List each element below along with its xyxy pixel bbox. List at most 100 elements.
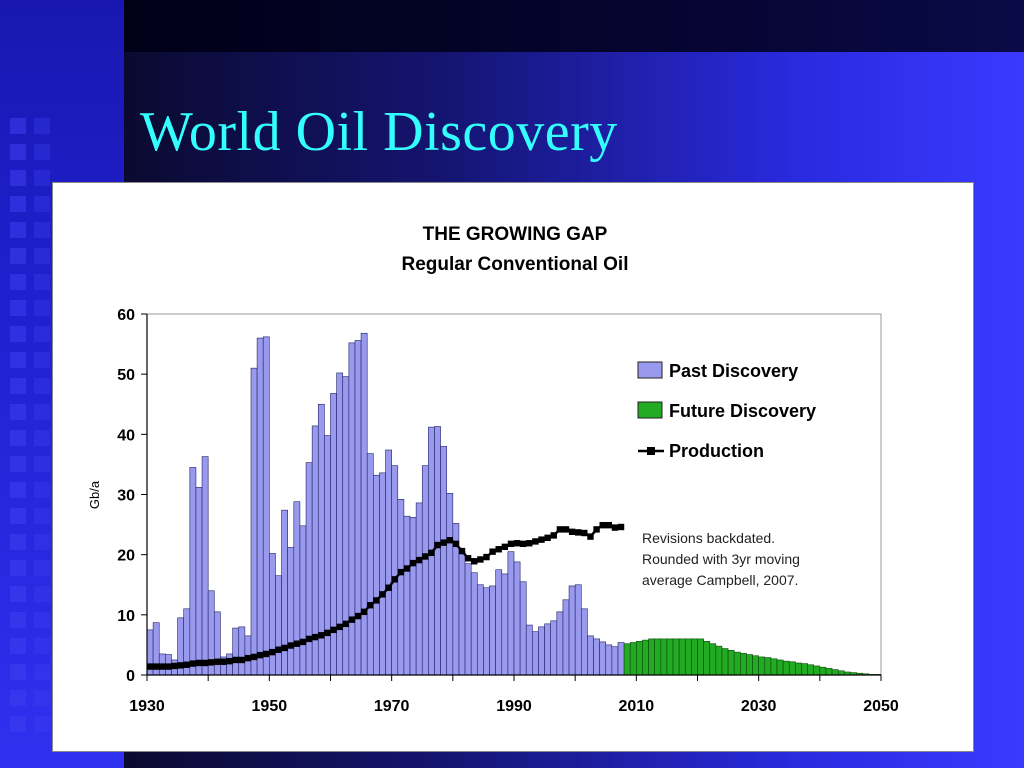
y-tick-label: 60 — [117, 307, 135, 324]
past-discovery-bar — [385, 449, 392, 676]
production-point — [391, 576, 398, 583]
production-point — [575, 529, 582, 536]
chart-subtitle: Regular Conventional Oil — [402, 254, 629, 275]
future-discovery-bar — [642, 639, 649, 676]
y-axis-label: Gb/a — [87, 480, 102, 509]
production-point — [519, 540, 527, 548]
decorative-squares-right — [34, 118, 52, 742]
production-point — [183, 661, 190, 668]
production-point — [593, 526, 600, 533]
chart-annotation: Revisions backdated. Rounded with 3yr mov… — [642, 530, 800, 588]
x-tick-label: 2030 — [741, 698, 777, 715]
past-discovery-bar — [299, 525, 307, 676]
past-discovery-bar — [434, 426, 441, 676]
production-point — [232, 656, 239, 664]
legend-swatch-future — [637, 401, 663, 419]
production-point — [452, 540, 460, 548]
production-point — [281, 644, 288, 652]
x-tick-label: 1990 — [496, 698, 532, 715]
y-tick-label: 50 — [117, 367, 135, 384]
past-discovery-bar — [379, 472, 386, 676]
future-discovery-bar — [752, 655, 759, 676]
production-point — [440, 539, 447, 546]
production-point — [513, 540, 521, 547]
past-discovery-bar — [287, 547, 295, 676]
future-discovery-bar — [837, 670, 845, 676]
production-point — [238, 656, 246, 664]
future-discovery-bar — [776, 659, 784, 676]
production-point — [587, 533, 594, 540]
production-point — [299, 638, 307, 646]
production-point — [293, 640, 301, 647]
production-point — [318, 632, 325, 639]
production-point — [434, 541, 441, 549]
production-point — [544, 534, 551, 542]
future-discovery-bar — [721, 648, 729, 676]
past-discovery-bar — [470, 572, 478, 676]
future-discovery-bar — [654, 638, 662, 676]
past-discovery-bar — [458, 551, 466, 676]
y-tick-label: 40 — [117, 427, 135, 444]
past-discovery-bar — [421, 465, 429, 676]
past-discovery-bar — [348, 342, 356, 676]
production-point — [568, 528, 576, 536]
x-tick-label: 1930 — [129, 698, 165, 715]
production-point — [495, 546, 502, 553]
past-discovery-bar — [189, 467, 197, 676]
past-discovery-bar — [513, 561, 521, 676]
production-point — [379, 591, 386, 598]
past-discovery-bar — [538, 626, 545, 676]
production-point — [287, 642, 294, 649]
production-point — [581, 529, 588, 537]
production-point — [526, 540, 533, 547]
past-discovery-bar — [562, 599, 570, 676]
annotation-line: average Campbell, 2007. — [642, 572, 798, 588]
production-point — [330, 626, 337, 634]
production-point — [201, 659, 209, 667]
past-discovery-bar — [550, 620, 558, 676]
production-point — [360, 608, 368, 616]
production-point — [159, 663, 166, 670]
past-discovery-bar — [360, 332, 368, 676]
past-discovery-bar — [519, 581, 527, 676]
past-discovery-bar — [293, 501, 301, 676]
future-discovery-bar — [782, 660, 790, 676]
production-point — [373, 597, 380, 604]
x-tick-label: 2050 — [863, 698, 899, 715]
chart-legend: Past Discovery Future Discovery Production — [637, 361, 816, 461]
production-point — [312, 633, 319, 641]
production-point — [305, 635, 313, 643]
future-discovery-bar — [788, 661, 796, 676]
production-point — [348, 616, 356, 623]
y-tick-label: 30 — [117, 488, 135, 505]
production-line — [146, 521, 625, 670]
production-point — [189, 660, 197, 667]
future-discovery-bar — [703, 641, 711, 676]
future-discovery-bar — [801, 663, 808, 676]
production-point — [220, 658, 227, 665]
production-point — [177, 662, 184, 669]
production-point — [354, 612, 362, 620]
past-discovery-bar — [580, 608, 588, 676]
production-point — [538, 536, 545, 543]
legend-swatch-past — [637, 361, 663, 379]
production-point — [165, 663, 172, 670]
past-discovery-bar — [250, 367, 258, 676]
past-discovery-bar — [605, 644, 613, 676]
past-discovery-bar — [495, 569, 503, 676]
legend-label: Future Discovery — [669, 401, 816, 421]
legend-label: Production — [669, 441, 764, 461]
future-discovery-bar — [715, 645, 723, 676]
past-discovery-bar — [391, 465, 399, 676]
past-discovery-bar — [593, 638, 600, 676]
past-discovery-bar — [532, 631, 539, 676]
past-discovery-bar — [366, 453, 374, 676]
production-point — [367, 602, 374, 609]
production-point — [226, 657, 233, 665]
future-discovery-bar — [672, 638, 680, 676]
past-discovery-bar — [415, 502, 423, 676]
y-tick-label: 10 — [117, 608, 135, 625]
future-discovery-bar — [697, 638, 704, 676]
production-point — [415, 556, 423, 564]
